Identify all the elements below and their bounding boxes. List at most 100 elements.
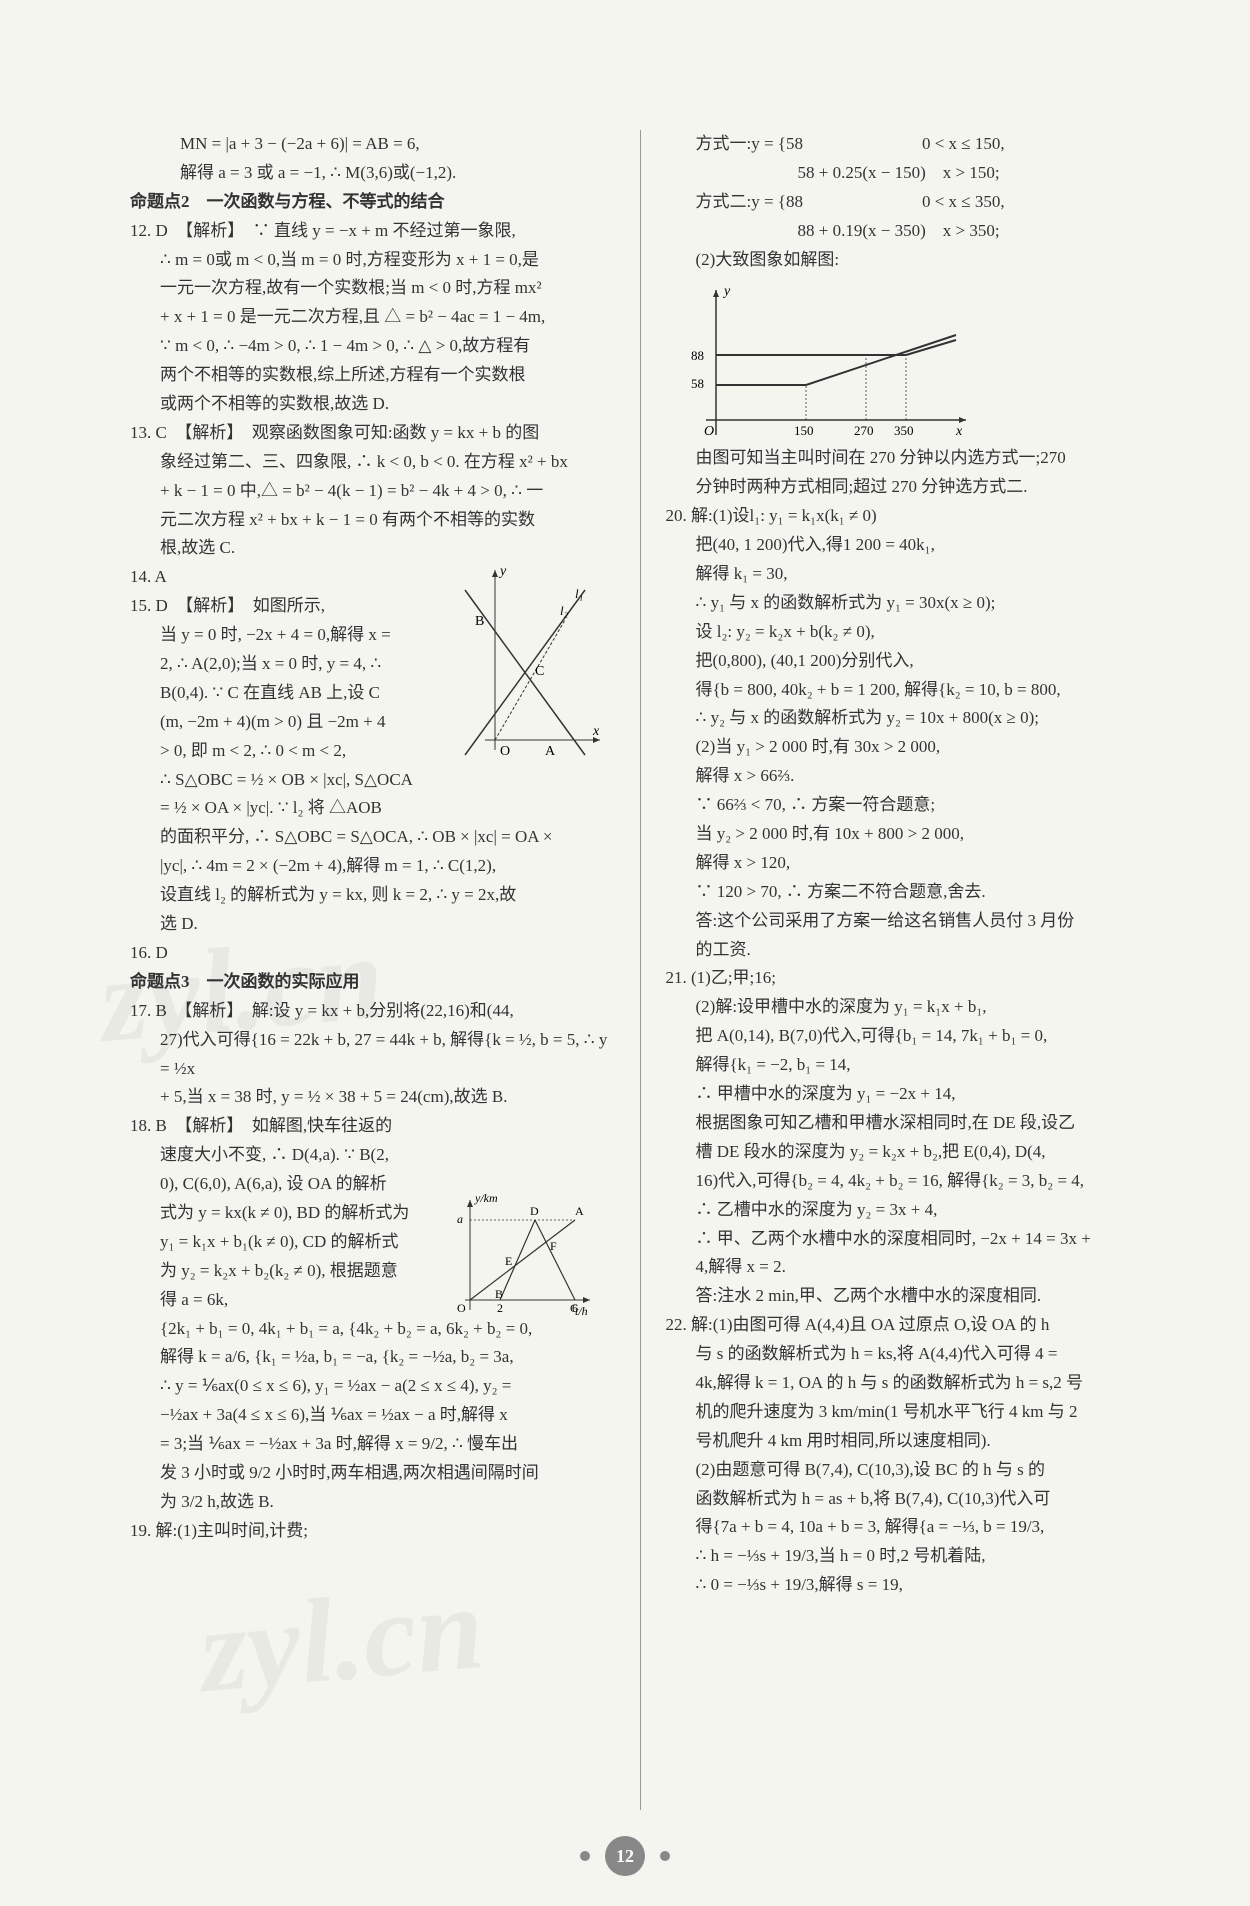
text-line: 解得 x > 66⅔. xyxy=(666,762,1151,791)
svg-text:O: O xyxy=(704,424,714,439)
text-line: 得{7a + b = 4, 10a + b = 3, 解得{a = −⅓, b … xyxy=(666,1513,1151,1542)
svg-text:l₂: l₂ xyxy=(560,603,569,618)
text-line: 发 3 小时或 9/2 小时时,两车相遇,两次相遇间隔时间 xyxy=(130,1459,615,1488)
text-line: 为 3/2 h,故选 B. xyxy=(130,1488,615,1517)
question-16: 16. D xyxy=(130,939,615,968)
text-line: (2)由题意可得 B(7,4), C(10,3),设 BC 的 h 与 s 的 xyxy=(666,1456,1151,1485)
graph-q15: O A B C x y l₁ l₂ xyxy=(445,560,605,760)
svg-text:D: D xyxy=(530,1204,539,1218)
text-line: 解得 k₁ = 30, xyxy=(666,560,1151,589)
text-line: ∴ 乙槽中水的深度为 y₂ = 3x + 4, xyxy=(666,1196,1151,1225)
right-column: 方式一:y = {58 0 < x ≤ 150, 58 + 0.25(x − 1… xyxy=(666,130,1151,1810)
text-line: 的工资. xyxy=(666,936,1151,965)
graph-q18: O A B C D E F a 2 6 y/km t/h xyxy=(445,1190,595,1320)
svg-text:A: A xyxy=(545,744,556,759)
text-line: −½ax + 3a(4 ≤ x ≤ 6),当 ⅙ax = ½ax − a 时,解… xyxy=(130,1401,615,1430)
question-19: 19. 解:(1)主叫时间,计费; xyxy=(130,1517,615,1546)
text-line: + k − 1 = 0 中,△ = b² − 4(k − 1) = b² − 4… xyxy=(130,477,615,506)
text-line: 把 A(0,14), B(7,0)代入,可得{b₁ = 14, 7k₁ + b₁… xyxy=(666,1022,1151,1051)
svg-text:y/km: y/km xyxy=(474,1191,498,1205)
text-line: 27)代入可得{16 = 22k + b, 27 = 44k + b, 解得{k… xyxy=(130,1026,615,1084)
svg-text:350: 350 xyxy=(894,423,914,438)
svg-text:B: B xyxy=(475,614,484,629)
text-line: ∴ y₁ 与 x 的函数解析式为 y₁ = 30x(x ≥ 0); xyxy=(666,589,1151,618)
page-number: 12 xyxy=(605,1836,645,1876)
question-17: 17. B 【解析】 解:设 y = kx + b,分别将(22,16)和(44… xyxy=(130,997,615,1026)
question-13: 13. C 【解析】 观察函数图象可知:函数 y = kx + b 的图 xyxy=(130,419,615,448)
svg-text:2: 2 xyxy=(497,1301,503,1315)
text-line: 一元一次方程,故有一个实数根;当 m < 0 时,方程 mx² xyxy=(130,274,615,303)
text-line: 方式一:y = {58 0 < x ≤ 150, xyxy=(666,130,1151,159)
column-divider xyxy=(640,130,641,1810)
text-line: ∴ y = ⅙ax(0 ≤ x ≤ 6), y₁ = ½ax − a(2 ≤ x… xyxy=(130,1372,615,1401)
svg-text:y: y xyxy=(722,284,731,299)
text-line: 4,解得 x = 2. xyxy=(666,1253,1151,1282)
text-line: MN = |a + 3 − (−2a + 6)| = AB = 6, xyxy=(130,130,615,159)
text-line: 方式二:y = {88 0 < x ≤ 350, xyxy=(666,188,1151,217)
svg-text:O: O xyxy=(457,1301,466,1315)
section-title: 命题点3 一次函数的实际应用 xyxy=(130,968,615,997)
text-line: 答:注水 2 min,甲、乙两个水槽中水的深度相同. xyxy=(666,1282,1151,1311)
text-line: 两个不相等的实数根,综上所述,方程有一个实数根 xyxy=(130,361,615,390)
text-line: 解得{k₁ = −2, b₁ = 14, xyxy=(666,1051,1151,1080)
text-line: 设直线 l₂ 的解析式为 y = kx, 则 k = 2, ∴ y = 2x,故 xyxy=(130,881,615,910)
graph-q19: O x y 88 58 150 270 350 xyxy=(676,280,976,450)
text-line: (2)大致图象如解图: xyxy=(666,246,1151,275)
text-line: ∵ 120 > 70, ∴ 方案二不符合题意,舍去. xyxy=(666,878,1151,907)
text-line: 4k,解得 k = 1, OA 的 h 与 s 的函数解析式为 h = s,2 … xyxy=(666,1369,1151,1398)
svg-text:C: C xyxy=(535,664,544,679)
question-12: 12. D 【解析】 ∵ 直线 y = −x + m 不经过第一象限, xyxy=(130,217,615,246)
text-line: 根据图象可知乙槽和甲槽水深相同时,在 DE 段,设乙 xyxy=(666,1109,1151,1138)
svg-text:O: O xyxy=(500,744,510,759)
text-line: 槽 DE 段水的深度为 y₂ = k₂x + b₂,把 E(0,4), D(4, xyxy=(666,1138,1151,1167)
svg-text:E: E xyxy=(505,1254,512,1268)
text-line: = 3;当 ⅙ax = −½ax + 3a 时,解得 x = 9/2, ∴ 慢车… xyxy=(130,1430,615,1459)
text-line: 88 + 0.19(x − 350) x > 350; xyxy=(666,217,1151,246)
text-line: 象经过第二、三、四象限, ∴ k < 0, b < 0. 在方程 x² + bx xyxy=(130,448,615,477)
text-line: ∴ S△OBC = ½ × OB × |xc|, S△OCA xyxy=(130,766,615,795)
text-line: 把(40, 1 200)代入,得1 200 = 40k₁, xyxy=(666,531,1151,560)
page-number-value: 12 xyxy=(616,1846,634,1867)
text-line: 设 l₂: y₂ = k₂x + b(k₂ ≠ 0), xyxy=(666,618,1151,647)
svg-text:88: 88 xyxy=(691,348,704,363)
text-line: (2)当 y₁ > 2 000 时,有 30x > 2 000, xyxy=(666,733,1151,762)
question-22: 22. 解:(1)由图可得 A(4,4)且 OA 过原点 O,设 OA 的 h xyxy=(666,1311,1151,1340)
text-line: (2)解:设甲槽中水的深度为 y₁ = k₁x + b₁, xyxy=(666,993,1151,1022)
svg-text:F: F xyxy=(550,1239,557,1253)
text-line: ∴ 甲、乙两个水槽中水的深度相同时, −2x + 14 = 3x + xyxy=(666,1225,1151,1254)
section-title: 命题点2 一次函数与方程、不等式的结合 xyxy=(130,188,615,217)
text-line: 16)代入,可得{b₂ = 4, 4k₂ + b₂ = 16, 解得{k₂ = … xyxy=(666,1167,1151,1196)
text-line: ∴ m = 0或 m < 0,当 m = 0 时,方程变形为 x + 1 = 0… xyxy=(130,246,615,275)
question-21: 21. (1)乙;甲;16; xyxy=(666,964,1151,993)
text-line: |yc|, ∴ 4m = 2 × (−2m + 4),解得 m = 1, ∴ C… xyxy=(130,852,615,881)
text-line: 解得 x > 120, xyxy=(666,849,1151,878)
svg-text:x: x xyxy=(955,424,963,439)
text-line: 解得 a = 3 或 a = −1, ∴ M(3,6)或(−1,2). xyxy=(130,159,615,188)
text-line: 答:这个公司采用了方案一给这名销售人员付 3 月份 xyxy=(666,907,1151,936)
svg-text:B: B xyxy=(495,1287,503,1301)
svg-text:l₁: l₁ xyxy=(575,586,583,601)
svg-text:a: a xyxy=(457,1212,463,1226)
content-columns: MN = |a + 3 − (−2a + 6)| = AB = 6, 解得 a … xyxy=(130,130,1150,1810)
text-line: 函数解析式为 h = as + b,将 B(7,4), C(10,3)代入可 xyxy=(666,1485,1151,1514)
text-line: + 5,当 x = 38 时, y = ½ × 38 + 5 = 24(cm),… xyxy=(130,1083,615,1112)
text-line: 当 y₂ > 2 000 时,有 10x + 800 > 2 000, xyxy=(666,820,1151,849)
text-line: 号机爬升 4 km 用时相同,所以速度相同). xyxy=(666,1427,1151,1456)
text-line: 58 + 0.25(x − 150) x > 150; xyxy=(666,159,1151,188)
text-line: + x + 1 = 0 是一元二次方程,且 △ = b² − 4ac = 1 −… xyxy=(130,303,615,332)
left-column: MN = |a + 3 − (−2a + 6)| = AB = 6, 解得 a … xyxy=(130,130,615,1810)
svg-text:t/h: t/h xyxy=(575,1304,588,1318)
text-line: 机的爬升速度为 3 km/min(1 号机水平飞行 4 km 与 2 xyxy=(666,1398,1151,1427)
text-line: 分钟时两种方式相同;超过 270 分钟选方式二. xyxy=(666,473,1151,502)
text-line: 与 s 的函数解析式为 h = ks,将 A(4,4)代入可得 4 = xyxy=(666,1340,1151,1369)
svg-text:58: 58 xyxy=(691,376,704,391)
svg-text:y: y xyxy=(498,564,507,579)
text-line: 的面积平分, ∴ S△OBC = S△OCA, ∴ OB × |xc| = OA… xyxy=(130,823,615,852)
text-line: ∵ m < 0, ∴ −4m > 0, ∴ 1 − 4m > 0, ∴ △ > … xyxy=(130,332,615,361)
question-20: 20. 解:(1)设l₁: y₁ = k₁x(k₁ ≠ 0) xyxy=(666,502,1151,531)
text-line: 元二次方程 x² + bx + k − 1 = 0 有两个不相等的实数 xyxy=(130,506,615,535)
question-18: 18. B 【解析】 如解图,快车往返的 xyxy=(130,1112,615,1141)
svg-text:270: 270 xyxy=(854,423,874,438)
text-line: 得{b = 800, 40k₂ + b = 1 200, 解得{k₂ = 10,… xyxy=(666,676,1151,705)
svg-text:150: 150 xyxy=(794,423,814,438)
